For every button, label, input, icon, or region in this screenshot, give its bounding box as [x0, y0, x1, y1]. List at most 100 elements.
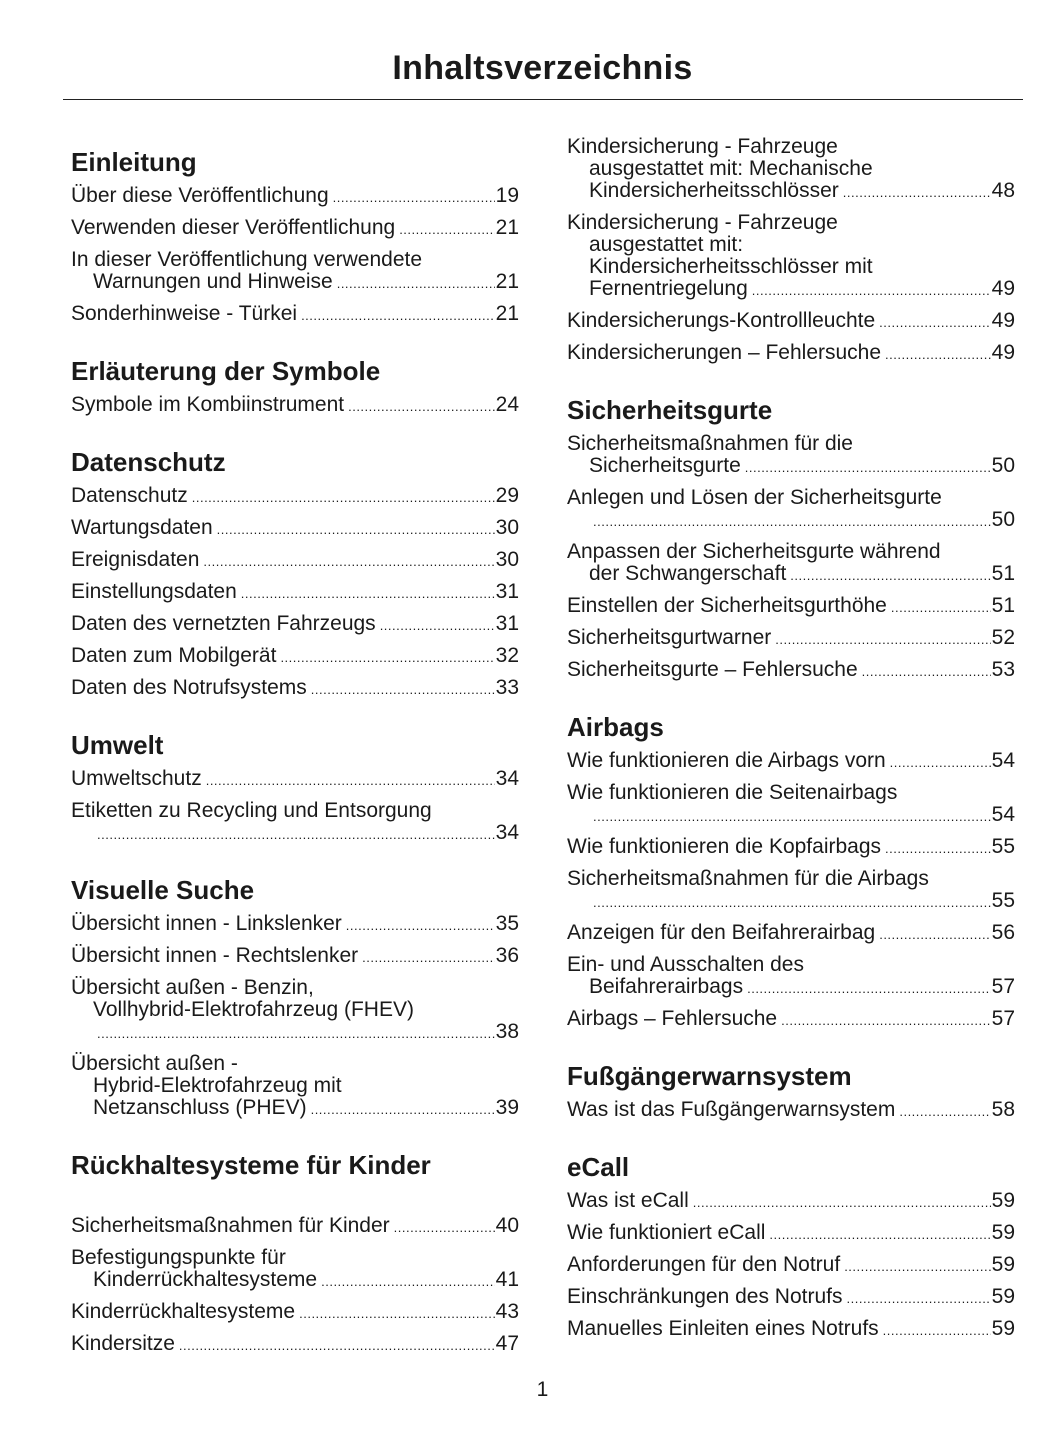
toc-entry[interactable]: Anzeigen für den Beifahrerairbag 56	[567, 922, 1015, 946]
toc-page-number[interactable]: 24	[495, 393, 519, 416]
toc-page-number[interactable]: 32	[495, 644, 519, 667]
toc-entry[interactable]: Anforderungen für den Notruf 59	[567, 1254, 1015, 1278]
toc-page-number[interactable]: 50	[991, 454, 1015, 477]
toc-page-number[interactable]: 59	[991, 1253, 1015, 1276]
toc-entry-line: 55	[567, 890, 1015, 914]
toc-page-number[interactable]: 33	[495, 676, 519, 699]
section-heading: Erläuterung der Symbole	[71, 356, 381, 386]
toc-entry[interactable]: Kindersicherungen – Fehlersuche 49	[567, 342, 1015, 366]
toc-page-number[interactable]: 59	[991, 1317, 1015, 1340]
toc-page-number[interactable]: 57	[991, 1007, 1015, 1030]
toc-entry[interactable]: Was ist das Fußgängerwarnsystem 58	[567, 1099, 1015, 1123]
toc-entry[interactable]: Etiketten zu Recycling und Entsorgung 34	[71, 800, 519, 846]
toc-entry[interactable]: Anlegen und Lösen der Sicherheitsgurte 50	[567, 487, 1015, 533]
toc-page-number[interactable]: 30	[495, 548, 519, 571]
toc-entry[interactable]: Was ist eCall 59	[567, 1190, 1015, 1214]
toc-page-number[interactable]: 38	[495, 1020, 519, 1043]
toc-page-number[interactable]: 48	[991, 179, 1015, 202]
toc-entry[interactable]: Wie funktionieren die Kopfairbags 55	[567, 836, 1015, 860]
toc-page-number[interactable]: 36	[495, 944, 519, 967]
toc-entry[interactable]: In dieser Veröffentlichung verwendete War…	[71, 249, 519, 295]
toc-entry[interactable]: Übersicht innen - Rechtslenker 36	[71, 945, 519, 969]
toc-entry[interactable]: Sonderhinweise - Türkei 21	[71, 303, 519, 327]
toc-page-number[interactable]: 49	[991, 309, 1015, 332]
toc-entry[interactable]: Sicherheitsgurte – Fehlersuche 53	[567, 659, 1015, 683]
toc-page-number[interactable]: 40	[495, 1214, 519, 1237]
toc-page-number[interactable]: 59	[991, 1189, 1015, 1212]
toc-page-number[interactable]: 54	[991, 803, 1015, 826]
toc-entry[interactable]: Manuelles Einleiten eines Notrufs 59	[567, 1318, 1015, 1342]
toc-page-number[interactable]: 41	[495, 1268, 519, 1291]
toc-page-number[interactable]: 55	[991, 835, 1015, 858]
toc-entry[interactable]: Einschränkungen des Notrufs 59	[567, 1286, 1015, 1310]
toc-page-number[interactable]: 21	[495, 302, 519, 325]
toc-page-number[interactable]: 34	[495, 767, 519, 790]
toc-page-number[interactable]: 49	[991, 277, 1015, 300]
toc-entry[interactable]: Kindersicherung - Fahrzeuge ausgestattet …	[567, 136, 1015, 204]
toc-page-number[interactable]: 57	[991, 975, 1015, 998]
toc-entry[interactable]: Ein- und Ausschalten des Beifahrerairbags…	[567, 954, 1015, 1000]
toc-page-number[interactable]: 58	[991, 1098, 1015, 1121]
dot-leader	[380, 615, 495, 637]
toc-entry-title: ausgestattet mit: Mechanische	[589, 157, 873, 180]
toc-entry[interactable]: Befestigungspunkte für Kinderrückhaltesys…	[71, 1247, 519, 1293]
toc-page-number[interactable]: 47	[495, 1332, 519, 1355]
toc-page-number[interactable]: 59	[991, 1285, 1015, 1308]
toc-entry[interactable]: Kindersicherungs-Kontrollleuchte 49	[567, 310, 1015, 334]
toc-entry[interactable]: Einstellen der Sicherheitsgurthöhe 51	[567, 595, 1015, 619]
toc-page-number[interactable]: 43	[495, 1300, 519, 1323]
toc-entry[interactable]: Sicherheitsgurtwarner 52	[567, 627, 1015, 651]
toc-page-number[interactable]: 21	[495, 270, 519, 293]
dot-leader	[883, 1320, 991, 1342]
toc-page-number[interactable]: 34	[495, 821, 519, 844]
toc-page-number[interactable]: 29	[495, 484, 519, 507]
toc-page-number[interactable]: 56	[991, 921, 1015, 944]
toc-page-number[interactable]: 55	[991, 889, 1015, 912]
toc-page-number[interactable]: 54	[991, 749, 1015, 772]
toc-entry-line: Netzanschluss (PHEV) 39	[71, 1097, 519, 1121]
toc-entry[interactable]: Übersicht außen - Benzin, Vollhybrid-Elek…	[71, 977, 519, 1045]
toc-page-number[interactable]: 49	[991, 341, 1015, 364]
toc-page-number[interactable]: 53	[991, 658, 1015, 681]
dot-leader	[769, 1224, 990, 1246]
toc-page-number[interactable]: 30	[495, 516, 519, 539]
toc-entry[interactable]: Übersicht innen - Linkslenker 35	[71, 913, 519, 937]
toc-entry[interactable]: Sicherheitsmaßnahmen für die Sicherheitsg…	[567, 433, 1015, 479]
toc-entry[interactable]: Wie funktionieren die Airbags vorn 54	[567, 750, 1015, 774]
toc-page-number[interactable]: 35	[495, 912, 519, 935]
toc-page-number[interactable]: 52	[991, 626, 1015, 649]
toc-entry[interactable]: Verwenden dieser Veröffentlichung 21	[71, 217, 519, 241]
toc-page-number[interactable]: 31	[495, 612, 519, 635]
toc-page-number[interactable]: 51	[991, 562, 1015, 585]
toc-entry[interactable]: Daten des vernetzten Fahrzeugs 31	[71, 613, 519, 637]
toc-entry[interactable]: Über diese Veröffentlichung 19	[71, 185, 519, 209]
toc-entry[interactable]: Kindersitze 47	[71, 1333, 519, 1357]
toc-entry[interactable]: Umweltschutz 34	[71, 768, 519, 792]
toc-page-number[interactable]: 39	[495, 1096, 519, 1119]
toc-entry[interactable]: Anpassen der Sicherheitsgurte während der…	[567, 541, 1015, 587]
toc-entry[interactable]: Kindersicherung - Fahrzeuge ausgestattet …	[567, 212, 1015, 302]
toc-page-number[interactable]: 19	[495, 184, 519, 207]
toc-entry[interactable]: Wie funktioniert eCall 59	[567, 1222, 1015, 1246]
toc-page-number[interactable]: 21	[495, 216, 519, 239]
toc-entry-title: Was ist das Fußgängerwarnsystem	[567, 1098, 896, 1121]
toc-entry[interactable]: Daten zum Mobilgerät 32	[71, 645, 519, 669]
toc-entry[interactable]: Datenschutz 29	[71, 485, 519, 509]
toc-entry[interactable]: Daten des Notrufsystems 33	[71, 677, 519, 701]
toc-entry[interactable]: Einstellungsdaten 31	[71, 581, 519, 605]
toc-entry[interactable]: Airbags – Fehlersuche 57	[567, 1008, 1015, 1032]
toc-page-number[interactable]: 31	[495, 580, 519, 603]
toc-entry[interactable]: Sicherheitsmaßnahmen für Kinder 40	[71, 1215, 519, 1239]
toc-entry[interactable]: Wie funktionieren die Seitenairbags 54	[567, 782, 1015, 828]
toc-entry[interactable]: Übersicht außen - Hybrid-Elektrofahrzeug …	[71, 1053, 519, 1121]
toc-entry[interactable]: Kinderrückhaltesysteme 43	[71, 1301, 519, 1325]
toc-page-number[interactable]: 50	[991, 508, 1015, 531]
toc-entry-title: Sicherheitsgurte	[589, 454, 741, 477]
toc-page-number[interactable]: 51	[991, 594, 1015, 617]
toc-page-number[interactable]: 59	[991, 1221, 1015, 1244]
toc-entry[interactable]: Sicherheitsmaßnahmen für die Airbags 55	[567, 868, 1015, 914]
toc-entry[interactable]: Symbole im Kombiinstrument 24	[71, 394, 519, 418]
toc-entry-title: Anzeigen für den Beifahrerairbag	[567, 921, 876, 944]
toc-entry[interactable]: Ereignisdaten 30	[71, 549, 519, 573]
toc-entry[interactable]: Wartungsdaten 30	[71, 517, 519, 541]
